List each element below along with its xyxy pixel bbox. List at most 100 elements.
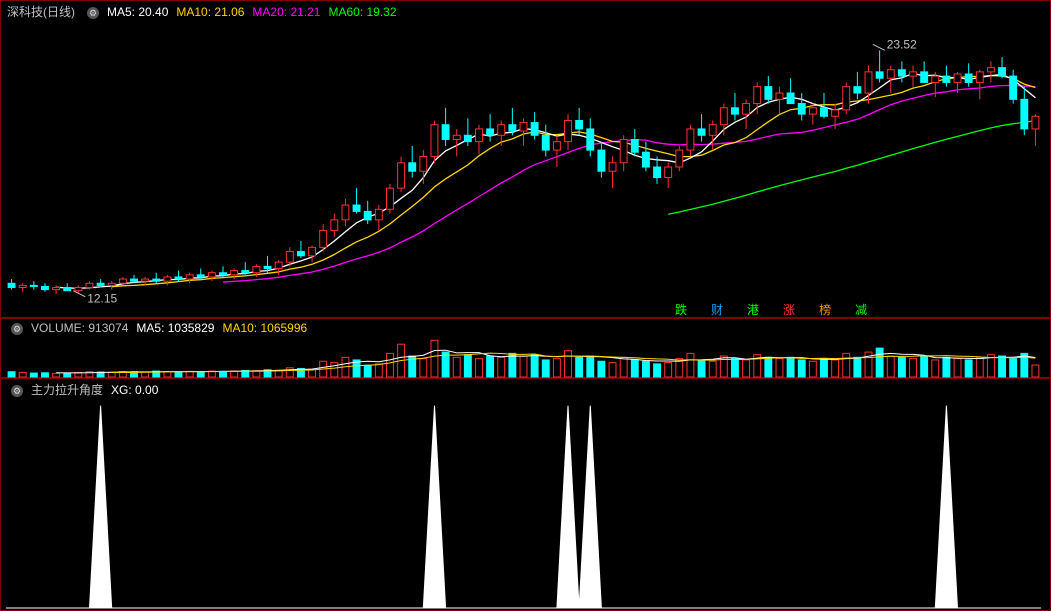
volume-bar[interactable] — [431, 340, 438, 377]
volume-bar[interactable] — [286, 368, 293, 377]
candle[interactable] — [954, 74, 961, 82]
volume-bar[interactable] — [531, 355, 538, 377]
candle[interactable] — [576, 120, 583, 128]
volume-bar[interactable] — [809, 361, 816, 377]
volume-bar[interactable] — [476, 359, 483, 377]
candle[interactable] — [542, 135, 549, 150]
candle[interactable] — [186, 275, 193, 279]
candle[interactable] — [242, 271, 249, 273]
candle[interactable] — [331, 220, 338, 231]
candle[interactable] — [898, 70, 905, 76]
volume-bar[interactable] — [954, 359, 961, 377]
candle[interactable] — [197, 275, 204, 277]
volume-bar[interactable] — [453, 357, 460, 377]
candle[interactable] — [30, 285, 37, 286]
volume-bar[interactable] — [509, 353, 516, 377]
candle[interactable] — [932, 76, 939, 82]
candle[interactable] — [787, 93, 794, 104]
candle[interactable] — [320, 230, 327, 247]
volume-bar[interactable] — [798, 360, 805, 377]
candle[interactable] — [709, 125, 716, 136]
volume-bar[interactable] — [765, 357, 772, 377]
volume-bar[interactable] — [843, 353, 850, 377]
candle[interactable] — [476, 129, 483, 142]
tag-1[interactable]: 财 — [707, 301, 727, 318]
volume-bar[interactable] — [19, 372, 26, 377]
volume-bar[interactable] — [64, 373, 71, 377]
candle[interactable] — [965, 74, 972, 82]
candle[interactable] — [464, 135, 471, 141]
candle[interactable] — [297, 252, 304, 256]
candle[interactable] — [565, 120, 572, 141]
volume-bar[interactable] — [631, 360, 638, 377]
candle[interactable] — [398, 163, 405, 188]
candle[interactable] — [687, 129, 694, 150]
candle[interactable] — [19, 285, 26, 287]
candle[interactable] — [253, 266, 260, 272]
candle[interactable] — [453, 135, 460, 139]
volume-bar[interactable] — [832, 360, 839, 377]
volume-bar[interactable] — [887, 356, 894, 377]
candle[interactable] — [587, 129, 594, 150]
candle[interactable] — [876, 72, 883, 78]
volume-bar[interactable] — [598, 361, 605, 377]
candle[interactable] — [164, 277, 171, 281]
candle[interactable] — [220, 273, 227, 275]
candle[interactable] — [442, 125, 449, 140]
volume-bar[interactable] — [999, 356, 1006, 377]
candle[interactable] — [487, 129, 494, 135]
candle[interactable] — [843, 87, 850, 110]
volume-bar[interactable] — [220, 371, 227, 377]
candle[interactable] — [86, 283, 93, 287]
candle[interactable] — [175, 277, 182, 279]
candle[interactable] — [1010, 76, 1017, 99]
volume-bar[interactable] — [1010, 359, 1017, 377]
tag-0[interactable]: 跌 — [671, 301, 691, 318]
candle[interactable] — [119, 279, 126, 283]
candle[interactable] — [208, 273, 215, 277]
volume-bar[interactable] — [487, 356, 494, 377]
candle[interactable] — [8, 283, 15, 287]
volume-bar[interactable] — [910, 359, 917, 377]
volume-bar[interactable] — [932, 360, 939, 377]
candle[interactable] — [765, 87, 772, 100]
candle[interactable] — [987, 68, 994, 72]
candle[interactable] — [631, 140, 638, 153]
candle[interactable] — [887, 70, 894, 78]
candle[interactable] — [509, 125, 516, 131]
gear-icon[interactable]: ⚙ — [87, 7, 99, 19]
volume-bar[interactable] — [387, 353, 394, 377]
candle[interactable] — [42, 286, 49, 289]
volume-bar[interactable] — [787, 357, 794, 377]
candle[interactable] — [943, 76, 950, 82]
tag-3[interactable]: 涨 — [779, 301, 799, 318]
candle[interactable] — [231, 271, 238, 275]
candle[interactable] — [832, 110, 839, 116]
volume-bar[interactable] — [175, 372, 182, 377]
candle[interactable] — [598, 150, 605, 171]
candle[interactable] — [720, 108, 727, 125]
volume-bar[interactable] — [776, 359, 783, 377]
candle[interactable] — [97, 283, 104, 285]
indicator-panel[interactable]: ⚙主力拉升角度XG: 0.00 — [0, 378, 1051, 611]
candle[interactable] — [698, 129, 705, 135]
candle[interactable] — [309, 247, 316, 255]
candle[interactable] — [142, 279, 149, 281]
candle[interactable] — [865, 72, 872, 93]
candle[interactable] — [264, 266, 271, 268]
volume-bar[interactable] — [576, 357, 583, 377]
candle[interactable] — [53, 288, 60, 290]
volume-bar[interactable] — [654, 364, 661, 377]
candle[interactable] — [409, 163, 416, 171]
volume-bar[interactable] — [30, 373, 37, 377]
candle[interactable] — [999, 68, 1006, 76]
indicator-chart[interactable] — [1, 379, 1051, 611]
gear-icon[interactable]: ⚙ — [11, 323, 23, 335]
volume-bar[interactable] — [565, 351, 572, 377]
volume-bar[interactable] — [331, 363, 338, 377]
volume-bar[interactable] — [620, 357, 627, 377]
volume-bar[interactable] — [587, 356, 594, 377]
volume-bar[interactable] — [42, 373, 49, 377]
volume-bar[interactable] — [464, 355, 471, 377]
candle[interactable] — [620, 140, 627, 163]
